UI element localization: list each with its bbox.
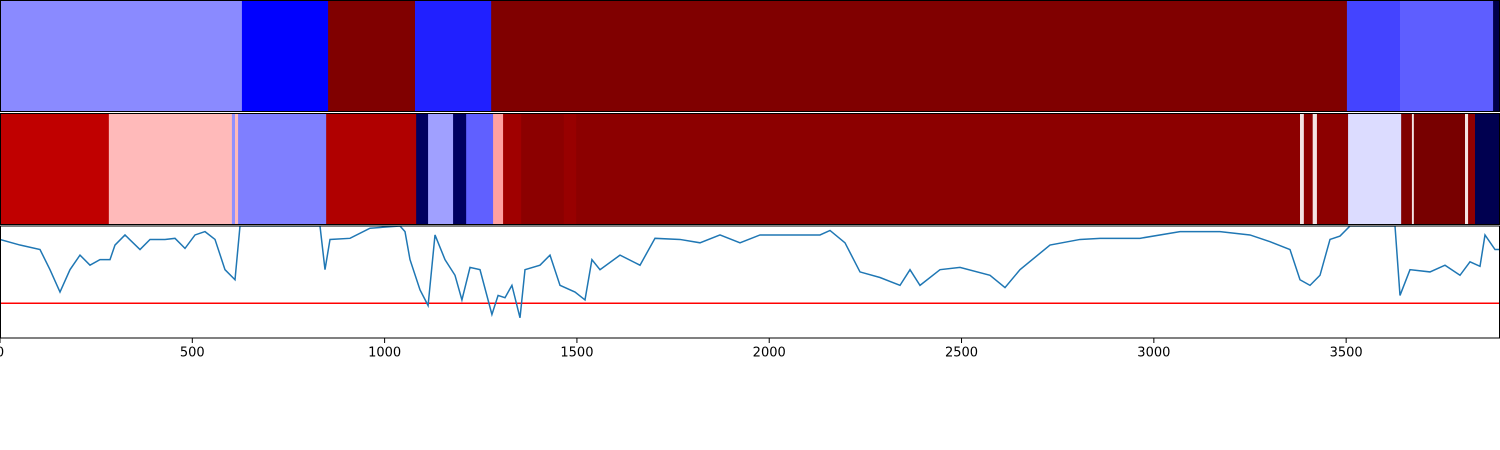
segment <box>415 0 492 112</box>
segment <box>453 113 467 225</box>
segment <box>1303 113 1314 225</box>
segment <box>0 113 110 225</box>
segment <box>428 113 454 225</box>
segment <box>1312 113 1318 225</box>
segment <box>1465 113 1469 225</box>
segment <box>466 113 494 225</box>
segment <box>493 113 504 225</box>
x-tick-label: 3500 <box>1330 346 1363 361</box>
segment <box>416 113 429 225</box>
segment <box>1413 113 1466 225</box>
segment <box>491 0 1348 112</box>
x-tick-label: 500 <box>180 346 205 361</box>
segment <box>503 113 522 225</box>
segment <box>108 113 233 225</box>
x-tick-label: 2500 <box>945 346 978 361</box>
segment <box>576 113 1301 225</box>
segment <box>1348 113 1402 225</box>
x-tick-label: 1500 <box>560 346 593 361</box>
segment <box>231 113 236 225</box>
segment <box>1411 113 1415 225</box>
segment <box>235 113 239 225</box>
segment <box>326 113 417 225</box>
segment <box>1346 0 1401 112</box>
segment <box>521 113 565 225</box>
x-tick-label: 0 <box>0 346 4 361</box>
x-tick-label: 1000 <box>368 346 401 361</box>
segment <box>328 0 416 112</box>
line <box>0 226 1500 319</box>
x-tick-label: 3000 <box>1137 346 1170 361</box>
segment <box>0 0 243 112</box>
segment <box>1316 113 1349 225</box>
segment <box>241 0 329 112</box>
segment <box>1475 113 1500 225</box>
segment <box>1300 113 1305 225</box>
segment <box>563 113 577 225</box>
segment <box>1400 0 1494 112</box>
segment <box>1493 0 1500 112</box>
segment <box>1401 113 1413 225</box>
x-tick-label: 2000 <box>753 346 786 361</box>
segment <box>1468 113 1476 225</box>
segment <box>238 113 327 225</box>
plot-area <box>0 226 1500 319</box>
